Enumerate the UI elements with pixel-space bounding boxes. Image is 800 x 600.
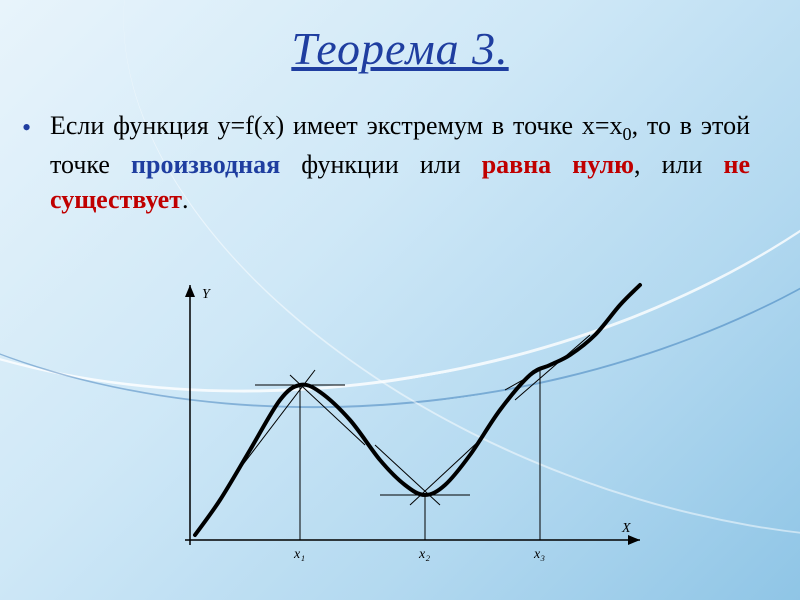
y-axis-label: Y bbox=[202, 287, 212, 302]
y-axis-arrow-icon bbox=[185, 285, 195, 297]
text-segment: функции или bbox=[280, 150, 481, 179]
axes: Y X bbox=[185, 285, 640, 545]
slide: Теорема 3. • Если функция y=f(x) имеет э… bbox=[0, 0, 800, 600]
drop-lines bbox=[300, 370, 540, 540]
text-emph-zero: равна нулю bbox=[482, 150, 634, 179]
text-segment: . bbox=[182, 185, 189, 214]
tangent-lines bbox=[235, 335, 590, 505]
x-tick-label: x₁ bbox=[293, 547, 305, 562]
slide-title: Теорема 3. bbox=[0, 22, 800, 75]
x-ticks: x₁ x₂ x₃ bbox=[293, 547, 545, 562]
x-tick-label: x₂ bbox=[418, 547, 430, 562]
bullet-icon: • bbox=[22, 110, 31, 145]
x-axis-label: X bbox=[621, 521, 631, 536]
text-emph-derivative: производная bbox=[131, 150, 280, 179]
function-graph: Y X x₁ x₂ x₃ bbox=[140, 280, 660, 580]
x-tick-label: x₃ bbox=[533, 547, 545, 562]
text-segment: Если функция y=f(x) имеет экстремум в то… bbox=[50, 111, 623, 140]
text-segment: , или bbox=[634, 150, 723, 179]
tangent-line bbox=[515, 335, 590, 400]
x-axis-arrow-icon bbox=[628, 535, 640, 545]
text-subscript: 0 bbox=[623, 124, 632, 144]
theorem-text: • Если функция y=f(x) имеет экстремум в … bbox=[50, 108, 750, 217]
